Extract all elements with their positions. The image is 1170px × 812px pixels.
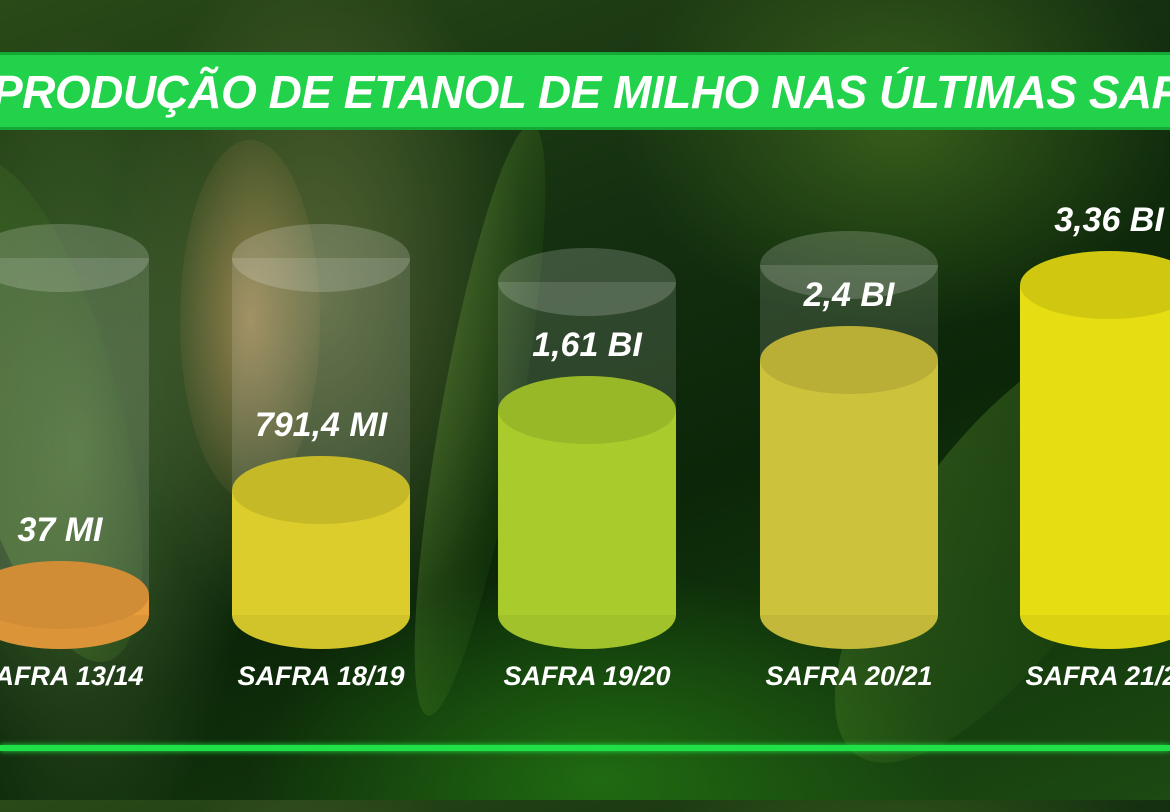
- bar-top: [498, 376, 676, 444]
- category-label: SAFRA 18/19: [237, 661, 404, 691]
- category-label: SAFRA 19/20: [503, 661, 670, 691]
- data-label: 791,4 MI: [255, 406, 389, 444]
- chart-title: PRODUÇÃO DE ETANOL DE MILHO NAS ÚLTIMAS …: [0, 66, 1170, 118]
- category-label: SAFRA 20/21: [765, 661, 932, 691]
- glass-cylinder: [0, 258, 149, 595]
- glass-cylinder-top: [0, 224, 149, 292]
- glass-cylinder-top: [760, 231, 938, 299]
- bar-top: [1020, 251, 1170, 319]
- bar-body: [1020, 285, 1170, 615]
- bar-top: [760, 326, 938, 394]
- bar-top: [232, 456, 410, 524]
- title-banner: PRODUÇÃO DE ETANOL DE MILHO NAS ÚLTIMAS …: [0, 52, 1170, 130]
- data-label: 1,61 BI: [532, 326, 643, 364]
- bottom-divider: [0, 745, 1170, 751]
- glass-cylinder-top: [232, 224, 410, 292]
- data-label: 3,36 BI: [1054, 201, 1165, 239]
- category-label: SAFRA 21/22: [1025, 661, 1170, 691]
- data-label: 2,4 BI: [803, 276, 896, 314]
- glass-cylinder: [232, 258, 410, 490]
- glass-cylinder-top: [498, 248, 676, 316]
- bar-body: [760, 360, 938, 615]
- corn-cob-decoration: [180, 140, 320, 500]
- category-label: SAFRA 13/14: [0, 661, 144, 691]
- bar-top: [0, 561, 149, 629]
- data-label: 37 MI: [17, 511, 104, 549]
- bar-body: [498, 410, 676, 615]
